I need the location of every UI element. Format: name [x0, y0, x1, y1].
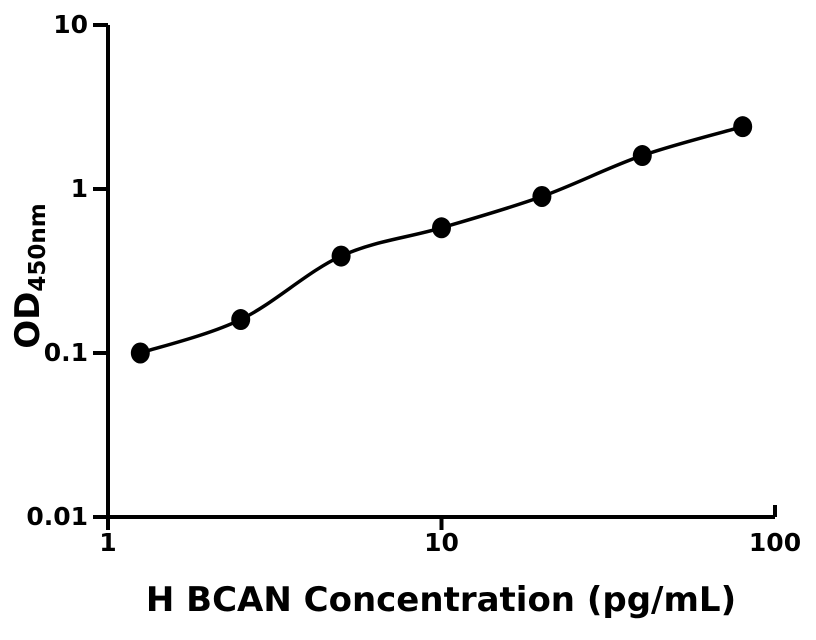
y-axis-title: OD450nm [6, 126, 51, 426]
axis-spines [106, 25, 775, 519]
data-point [331, 245, 351, 267]
data-point [130, 342, 150, 364]
data-point [632, 145, 652, 167]
data-point [432, 217, 451, 239]
y-tick-label: 0.01 [26, 502, 88, 531]
x-tick-label: 100 [748, 528, 802, 557]
data-point [532, 186, 552, 208]
y-axis-title-subscript: 450nm [25, 203, 51, 292]
x-tick-label: 10 [424, 528, 459, 557]
data-point [733, 116, 753, 138]
fit-curve [139, 124, 744, 355]
y-axis-title-main: OD [8, 291, 48, 349]
y-tick-label: 10 [53, 10, 88, 39]
y-tick-label: 1 [70, 174, 88, 203]
x-axis-title: H BCAN Concentration (pg/mL) [145, 580, 737, 620]
data-point [231, 309, 251, 331]
y-tick-label: 0.1 [43, 338, 88, 367]
x-tick-label: 1 [99, 528, 117, 557]
